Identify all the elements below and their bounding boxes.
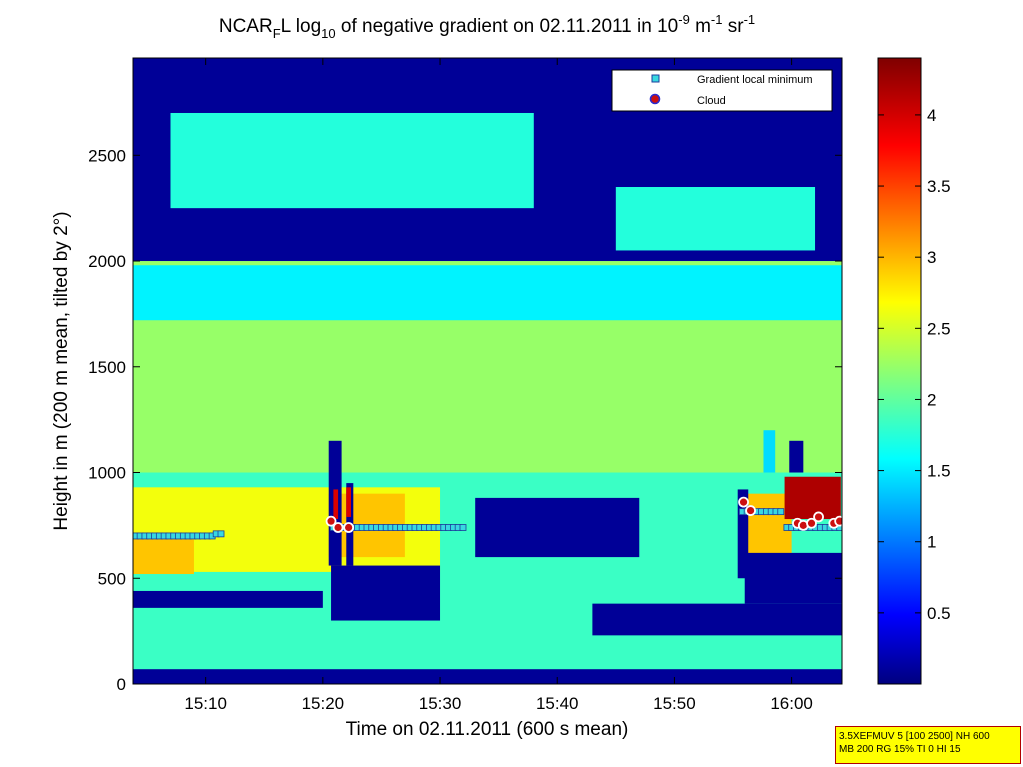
x-tick-label: 15:50 <box>653 694 696 713</box>
colorbar-tick-label: 3 <box>927 248 936 267</box>
heatmap-region <box>744 552 842 604</box>
colorbar-tick-label: 0.5 <box>927 604 951 623</box>
info-line-2: MB 200 RG 15% TI 0 HI 15 <box>839 744 961 755</box>
cloud-marker <box>834 515 842 527</box>
y-tick-label: 2500 <box>88 146 126 165</box>
cloud-marker <box>332 522 344 533</box>
heatmap-field <box>133 58 842 684</box>
x-tick-label: 16:00 <box>770 694 813 713</box>
cloud-marker <box>738 496 749 508</box>
legend: Gradient local minimum Cloud <box>611 69 833 112</box>
gradient-minimum-marker <box>459 524 467 531</box>
heatmap-region <box>133 590 323 608</box>
cloud-marker <box>806 517 817 529</box>
legend-box <box>611 69 833 112</box>
x-tick-label: 15:30 <box>419 694 462 713</box>
legend-entry-gradient-local-minimum: Gradient local minimum <box>697 74 813 86</box>
cloud-marker <box>343 522 355 533</box>
colorbar: 0.5 1 1.5 2 2.5 3 3.5 4 <box>877 57 951 685</box>
colorbar-tick-label: 1.5 <box>927 462 951 481</box>
colorbar-tick-label: 4 <box>927 106 936 125</box>
y-tick-label: 1500 <box>88 358 126 377</box>
legend-square-marker-icon <box>651 74 660 83</box>
colorbar-tick-label: 2.5 <box>927 319 951 338</box>
colorbar-gradient <box>877 57 922 685</box>
heatmap-region <box>346 487 351 517</box>
processing-info-box: 3.5XEFMUV 5 [100 2500] NH 600 MB 200 RG … <box>835 726 1021 764</box>
y-tick-label: 1000 <box>88 464 126 483</box>
gradient-minimum-marker <box>217 530 225 538</box>
y-axis-label: Height in m (200 m mean, tilted by 2°) <box>51 211 72 530</box>
cloud-marker <box>745 505 756 516</box>
colorbar-tick-label: 2 <box>927 390 936 409</box>
heatmap-region <box>331 565 441 621</box>
heatmap-region <box>737 489 749 579</box>
colorbar-ticks: 0.5 1 1.5 2 2.5 3 3.5 4 <box>878 106 951 623</box>
heatmap-region <box>133 265 842 321</box>
marker-overlay <box>133 496 842 540</box>
x-tick-label: 15:10 <box>184 694 227 713</box>
cloud-marker <box>813 511 824 523</box>
heatmap-region <box>784 476 841 520</box>
heatmap-region <box>133 669 842 684</box>
heatmap-region <box>333 489 339 520</box>
y-tick-label: 500 <box>98 569 126 588</box>
x-tick-label: 15:40 <box>536 694 579 713</box>
colorbar-tick-label: 3.5 <box>927 177 951 196</box>
heatmap-region <box>763 430 776 473</box>
x-axis: 15:10 15:20 15:30 15:40 15:50 16:00 <box>184 58 813 713</box>
legend-entry-cloud: Cloud <box>697 95 726 107</box>
y-tick-label: 2000 <box>88 252 126 271</box>
plot-frame <box>132 57 843 685</box>
heatmap-region <box>170 112 534 209</box>
y-axis: 0 500 1000 1500 2000 2500 <box>88 146 842 694</box>
heatmap-region <box>133 535 194 575</box>
cloud-marker <box>325 515 337 527</box>
heatmap-region <box>789 440 804 473</box>
heatmap-region <box>592 603 842 636</box>
x-tick-label: 15:20 <box>302 694 345 713</box>
x-axis-label: Time on 02.11.2011 (600 s mean) <box>346 719 629 740</box>
colorbar-tick-label: 1 <box>927 533 936 552</box>
info-line-1: 3.5XEFMUV 5 [100 2500] NH 600 <box>839 731 990 742</box>
y-tick-label: 0 <box>117 675 126 694</box>
gradient-minimum-marker <box>777 508 785 516</box>
heatmap-region <box>475 497 640 558</box>
chart-title: NCARFL log10 of negative gradient on 02.… <box>219 12 755 41</box>
heatmap-plot-area <box>132 57 843 685</box>
heatmap-region <box>615 187 816 251</box>
legend-circle-marker-icon <box>649 93 661 105</box>
